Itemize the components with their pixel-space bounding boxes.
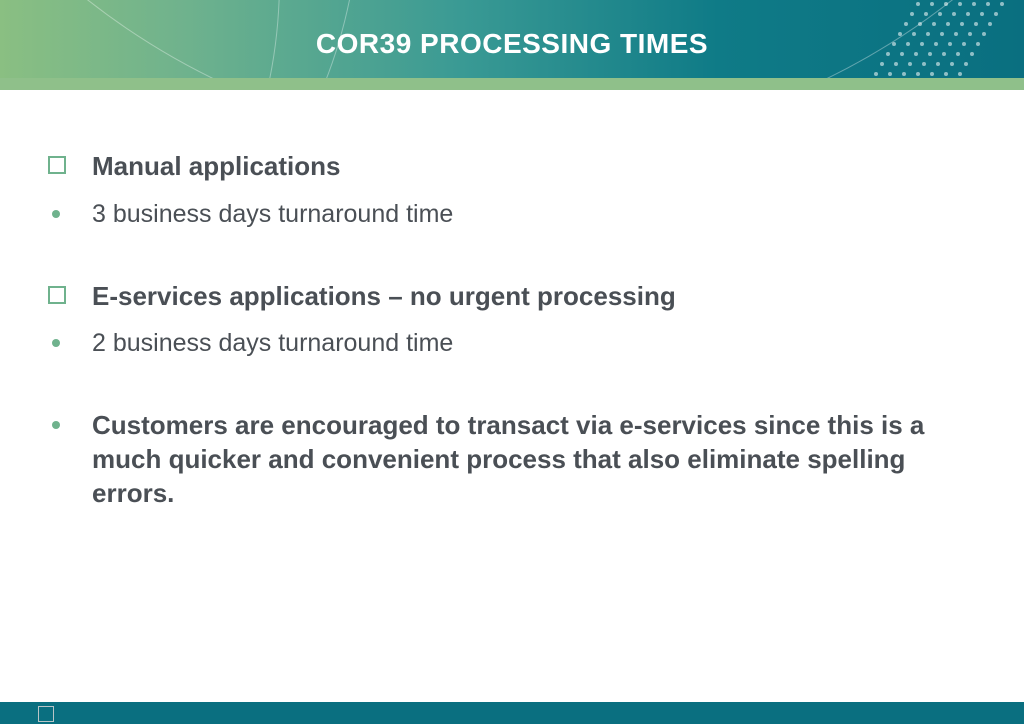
decorative-dot [960,22,964,26]
list-item-text: 3 business days turnaround time [92,198,980,232]
dot-bullet-icon [44,409,92,429]
decorative-dot [922,62,926,66]
decorative-dot [910,12,914,16]
item-heading: Manual applications [92,150,980,184]
decorative-dot [938,12,942,16]
list-item: Manual applications [44,150,980,184]
list-item: E-services applications – no urgent proc… [44,280,980,314]
decorative-dot [924,12,928,16]
bullet-icon [52,339,60,347]
list-item: 3 business days turnaround time [44,198,980,232]
decorative-dot [946,22,950,26]
decorative-dot [980,12,984,16]
item-body: 2 business days turnaround time [92,327,980,361]
decorative-dot [952,12,956,16]
square-icon [48,156,66,174]
decorative-dot [958,72,962,76]
decorative-dot [944,72,948,76]
list-item: Customers are encouraged to transact via… [44,409,980,510]
list-item-text: 2 business days turnaround time [92,327,980,361]
spacer [44,246,980,280]
dot-bullet-icon [44,327,92,347]
decorative-dot [964,62,968,66]
dot-bullet-icon [44,198,92,218]
decorative-dot [972,2,976,6]
item-body: 3 business days turnaround time [92,198,980,232]
list-item-text: E-services applications – no urgent proc… [92,280,980,314]
bullet-icon [52,210,60,218]
list-item-text: Customers are encouraged to transact via… [92,409,980,510]
decorative-dot [988,22,992,26]
decorative-dot [874,72,878,76]
footer-page-marker [38,706,54,722]
decorative-dot [936,62,940,66]
square-bullet-icon [44,280,92,304]
list-item: 2 business days turnaround time [44,327,980,361]
decorative-dot [986,2,990,6]
slide-content: Manual applications 3 business days turna… [44,150,980,524]
item-heading: E-services applications – no urgent proc… [92,280,980,314]
decorative-dot [918,22,922,26]
spacer [44,375,980,409]
decorative-dot [880,62,884,66]
decorative-dot [908,62,912,66]
decorative-dot [958,2,962,6]
decorative-dot [888,72,892,76]
square-icon [48,286,66,304]
slide-header: COR39 PROCESSING TIMES [0,0,1024,90]
decorative-dot [916,72,920,76]
decorative-dot [930,72,934,76]
item-heading: Customers are encouraged to transact via… [92,409,980,510]
decorative-dot [904,22,908,26]
decorative-dot [966,12,970,16]
decorative-dot [894,62,898,66]
square-bullet-icon [44,150,92,174]
list-item-text: Manual applications [92,150,980,184]
decorative-dot [974,22,978,26]
decorative-dot [950,62,954,66]
decorative-dot [1000,2,1004,6]
slide: COR39 PROCESSING TIMES Manual applicatio… [0,0,1024,724]
bullet-icon [52,421,60,429]
header-accent-band [0,78,1024,90]
decorative-dot [944,2,948,6]
spacer [44,520,980,524]
decorative-dot [916,2,920,6]
decorative-dot [994,12,998,16]
slide-title: COR39 PROCESSING TIMES [0,28,1024,60]
slide-footer [0,702,1024,724]
decorative-dot [902,72,906,76]
decorative-dot [930,2,934,6]
decorative-dot [932,22,936,26]
